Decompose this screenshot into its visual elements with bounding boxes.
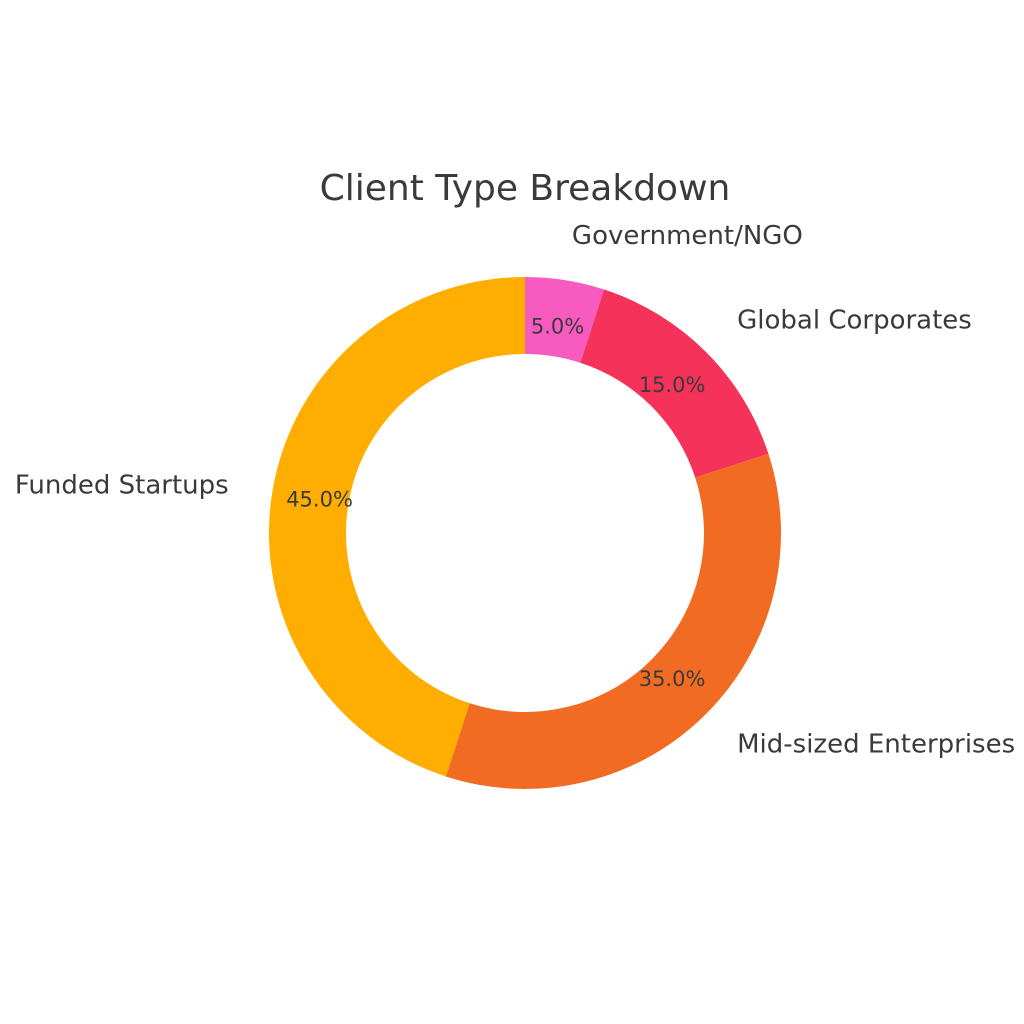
percent-label-global-corporates: 15.0% xyxy=(639,373,706,397)
category-label-global-corporates: Global Corporates xyxy=(737,305,972,335)
chart-title: Client Type Breakdown xyxy=(320,168,731,209)
percent-label-mid-sized-enterprises: 35.0% xyxy=(639,667,706,691)
slice-mid-sized-enterprises xyxy=(445,453,781,789)
category-label-funded-startups: Funded Startups xyxy=(15,471,229,501)
slice-global-corporates xyxy=(580,289,769,478)
category-label-government-ngo: Government/NGO xyxy=(572,221,803,251)
percent-label-government-ngo: 5.0% xyxy=(531,315,584,339)
category-label-mid-sized-enterprises: Mid-sized Enterprises xyxy=(737,730,1015,760)
slices-layer xyxy=(269,277,781,789)
percent-labels-layer: 5.0% 15.0% 35.0% 45.0% xyxy=(286,315,705,692)
slice-government-ngo xyxy=(525,277,605,363)
category-labels-layer: Government/NGO Global Corporates Mid-sized… xyxy=(15,221,1015,759)
percent-label-funded-startups: 45.0% xyxy=(286,487,353,511)
slice-funded-startups xyxy=(269,277,525,777)
